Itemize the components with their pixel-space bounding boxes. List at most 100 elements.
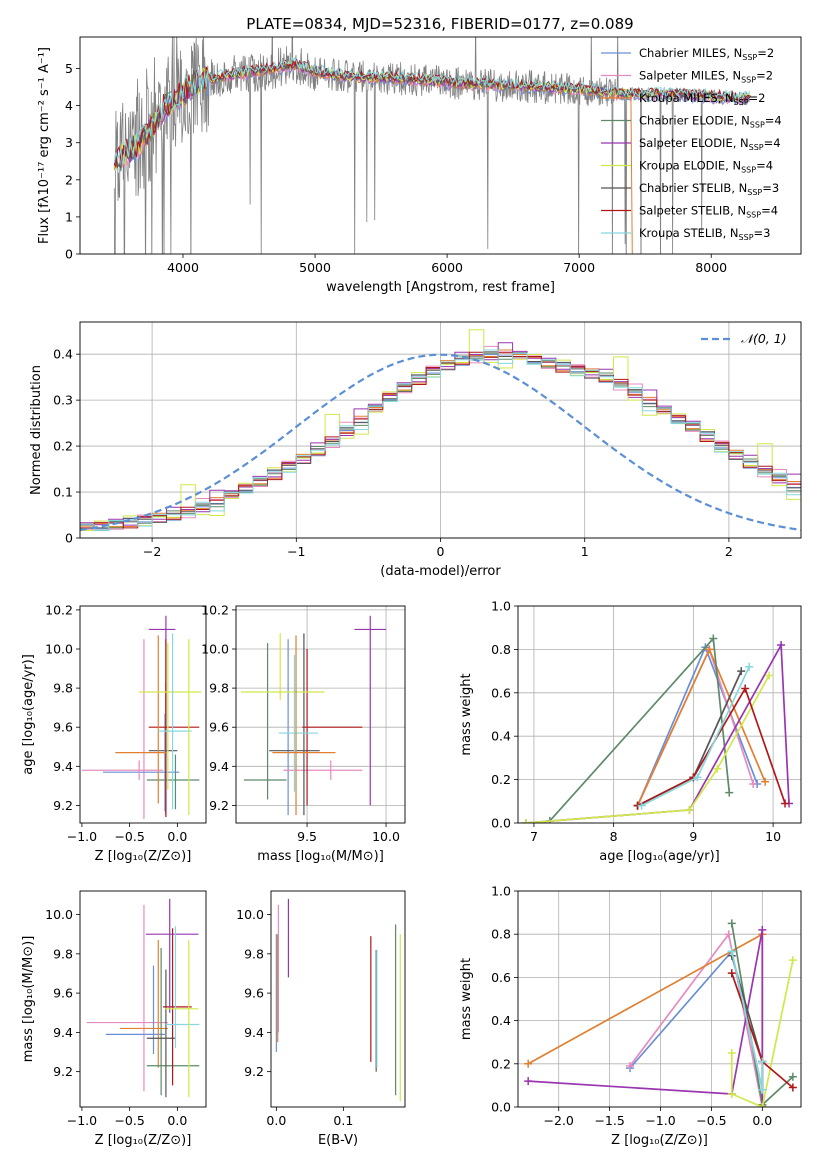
y-tick-label: 1 (65, 209, 73, 224)
y-tick-label: 1.0 (491, 884, 511, 899)
weight-marker-kroupa-elodie (758, 1103, 767, 1107)
histogram-chabrier-miles (80, 353, 801, 530)
weight-marker-kroupa-miles (524, 1059, 533, 1068)
y-tick-label: 0.2 (53, 439, 73, 454)
weight-marker-kroupa-elodie (521, 819, 530, 823)
weight-marker-salpeter-miles (625, 1061, 634, 1070)
axes-frame (79, 605, 207, 824)
normal-curve (80, 353, 801, 531)
model-spectrum-kroupa-stelib (113, 56, 751, 164)
x-tick-label: −2.0 (544, 1113, 574, 1128)
x-tick-label: 6000 (431, 260, 463, 275)
y-tick-label: 0.0 (491, 816, 511, 831)
y-tick-label: 10.2 (201, 602, 229, 617)
age-vs-metallicity-panel: −1.0 −0.5 0.0 9.2 9.4 9.6 9.8 10.0 10.2 Z [log₁₀(… (21, 602, 207, 864)
y-tick-label: 0 (65, 247, 73, 262)
y-tick-label: 9.4 (53, 759, 73, 774)
weight-marker-salpeter-stelib (788, 1083, 797, 1092)
x-axis-label: Z [log₁₀(Z/Z⊙)] (95, 1133, 192, 1148)
weight-marker-kroupa-stelib (727, 947, 736, 956)
y-tick-label: 0.1 (53, 485, 73, 500)
histogram-kroupa-stelib (80, 349, 801, 532)
mass-vs-ebv-panel: 0.0 0.1 9.2 9.4 9.6 9.8 10.0 E(B-V) (236, 890, 406, 1148)
y-tick-label: 10.0 (236, 907, 264, 922)
weight-marker-salpeter-elodie (524, 1077, 533, 1086)
weight-marker-kroupa-elodie (713, 764, 722, 773)
y-tick-label: 3 (65, 135, 73, 150)
spectrum-panel: 4000 5000 6000 7000 8000 0 1 2 3 4 5 wavelength [An… (37, 36, 802, 295)
x-tick-label: 7 (530, 829, 538, 844)
weight-line-salpeter-elodie (528, 929, 764, 1107)
weight-marker-kroupa-elodie (685, 805, 694, 814)
x-tick-label: 9.5 (297, 829, 317, 844)
weight-marker-chabrier-stelib (737, 667, 746, 676)
weight-marker-salpeter-elodie (758, 925, 767, 934)
weight-marker-kroupa-miles (761, 777, 770, 786)
mass-vs-metallicity-panel: −1.0 −0.5 0.0 9.2 9.4 9.6 9.8 10.0 Z [log₁₀(Z/Z⊙… (21, 890, 207, 1148)
y-tick-label: 0.8 (491, 642, 511, 657)
legend-entry: Kroupa STELIB, NSSP=3 (639, 226, 770, 242)
weight-marker-kroupa-stelib (758, 1057, 767, 1066)
y-tick-label: 0.2 (491, 772, 511, 787)
weight-marker-kroupa-stelib (693, 773, 702, 782)
y-tick-label: 9.4 (53, 1025, 73, 1040)
x-tick-label: 0.0 (167, 1113, 187, 1128)
x-tick-label: −1.0 (645, 1113, 675, 1128)
weight-marker-chabrier-elodie (709, 634, 718, 643)
x-tick-label: 10 (765, 829, 781, 844)
y-tick-label: 9.2 (244, 1064, 264, 1079)
weight-marker-kroupa-stelib (637, 801, 646, 810)
x-tick-label: 1 (581, 544, 589, 559)
x-tick-label: −1 (287, 544, 305, 559)
histogram-chabrier-stelib (80, 351, 801, 529)
y-tick-label: 9.6 (209, 720, 229, 735)
x-tick-label: 4000 (167, 260, 199, 275)
y-tick-label: 5 (65, 61, 73, 76)
y-tick-label: 9.6 (53, 986, 73, 1001)
x-tick-label: 0.1 (333, 1113, 353, 1128)
weight-line-kroupa-miles (527, 932, 764, 1105)
axes-frame (270, 890, 406, 1108)
residual-histogram-panel: −2 −1 0 1 2 0 0.1 0.2 0.3 0.4 (data-model)/error No… (29, 321, 802, 579)
legend-entry: Salpeter ELODIE, NSSP=4 (639, 136, 781, 152)
x-tick-label: 0.0 (266, 1113, 286, 1128)
y-tick-label: 0 (65, 531, 73, 546)
weight-marker-chabrier-elodie (788, 1072, 797, 1081)
y-tick-label: 4 (65, 98, 73, 113)
x-tick-label: 5000 (299, 260, 331, 275)
y-tick-label: 10.0 (45, 907, 73, 922)
weight-marker-kroupa-stelib (745, 662, 754, 671)
axes-frame (79, 36, 802, 255)
weight-marker-salpeter-stelib (741, 684, 750, 693)
y-axis-label: mass [log₁₀(M/M⊙)] (21, 936, 36, 1063)
legend-entry: Chabrier ELODIE, NSSP=4 (639, 114, 782, 130)
y-tick-label: 9.2 (53, 1064, 73, 1079)
y-tick-label: 9.8 (53, 946, 73, 961)
y-tick-label: 1.0 (491, 599, 511, 614)
weight-marker-salpeter-stelib (781, 799, 790, 808)
x-axis-label: wavelength [Angstrom, rest frame] (326, 280, 555, 295)
x-tick-label: −0.5 (114, 1113, 144, 1128)
figure-title: PLATE=0834, MJD=52316, FIBERID=0177, z=0… (246, 15, 633, 33)
weight-marker-salpeter-elodie (777, 641, 786, 650)
y-tick-label: 0.4 (53, 347, 73, 362)
axes-frame (79, 890, 207, 1108)
y-tick-label: 0.6 (491, 685, 511, 700)
y-tick-label: 0.2 (491, 1056, 511, 1071)
y-axis-label: mass weight (459, 958, 474, 1040)
axes-frame (517, 605, 802, 824)
legend-entry: Salpeter MILES, NSSP=2 (639, 69, 773, 85)
age-vs-mass-panel: 9.5 10.0 9.2 9.4 9.6 9.8 10.0 10.2 mass [log₁₀(M… (201, 602, 406, 864)
x-tick-label: 0.0 (752, 1113, 772, 1128)
y-axis-label: Flux [fλ10⁻¹⁷ erg cm⁻² s⁻¹ A⁻¹] (37, 47, 52, 244)
histogram-salpeter-stelib (80, 351, 801, 529)
y-tick-label: 9.8 (53, 681, 73, 696)
x-axis-label: Z [log₁₀(Z/Z⊙)] (611, 1133, 708, 1148)
y-axis-label: age [log₁₀(age/yr)] (21, 654, 36, 775)
axes-frame (517, 890, 802, 1108)
x-tick-label: 0 (437, 544, 445, 559)
legend-entry: Salpeter STELIB, NSSP=4 (639, 204, 778, 220)
y-tick-label: 9.2 (53, 798, 73, 813)
x-tick-label: 9 (689, 829, 697, 844)
weight-marker-kroupa-elodie (727, 1090, 736, 1099)
